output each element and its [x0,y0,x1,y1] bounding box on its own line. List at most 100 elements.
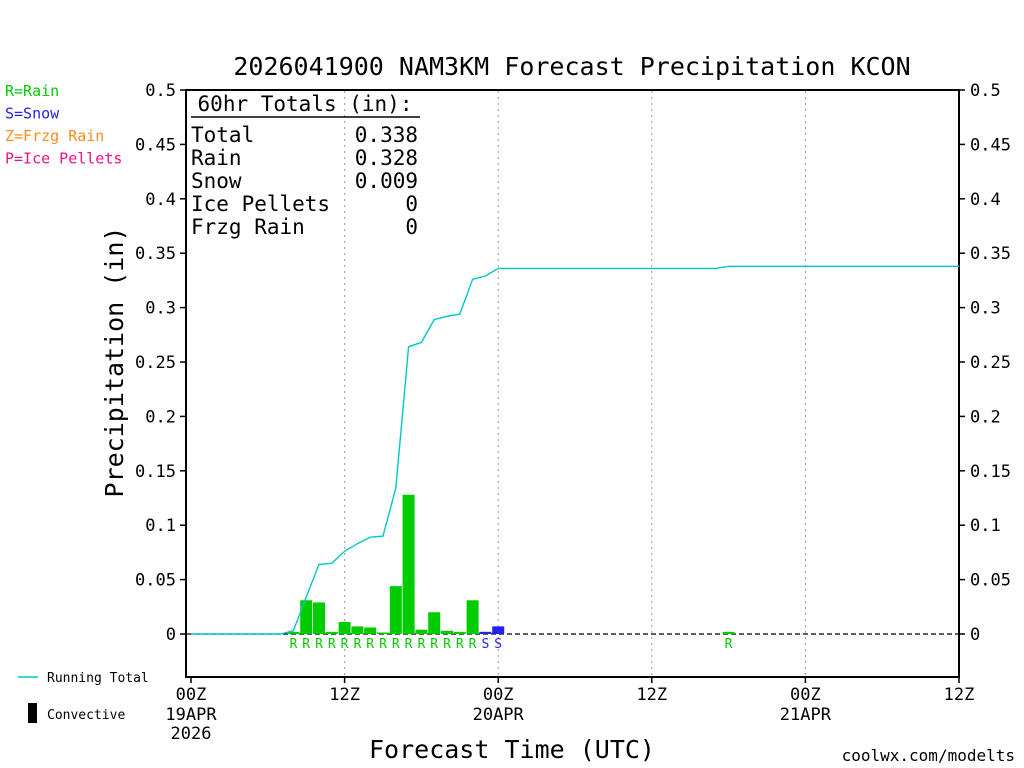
totals-header: 60hr Totals (in): [198,92,413,116]
bar-type-letter: R [289,637,297,652]
bar-type-letter: S [481,637,489,652]
y-tick-label: 0 [166,625,176,645]
precip-bar [389,586,402,634]
precip-bar [492,626,505,634]
bar-type-letter: R [341,637,349,652]
type-legend-item: R=Rain [5,82,59,100]
precip-bar [351,626,364,634]
running-total-legend-label: Running Total [47,671,149,686]
y-tick-label: 0.35 [135,244,176,264]
bar-type-letter: R [315,637,323,652]
precip-bar [300,600,313,634]
y-tick-label: 0.25 [135,353,176,373]
totals-row-label: Frzg Rain [191,215,305,239]
bar-type-letter: R [328,637,336,652]
y-tick-label: 0.15 [135,462,176,482]
y-tick-label: 0.4 [145,190,176,210]
chart-title: 2026041900 NAM3KM Forecast Precipitation… [233,52,910,81]
bar-type-letter: R [366,637,374,652]
y-tick-label-right: 0.25 [970,353,1011,373]
y-tick-label: 0.3 [145,299,176,319]
x-tick-label: 12Z [944,685,975,705]
precip-bar [313,602,325,634]
totals-row-label: Rain [191,146,242,170]
precip-bar [377,632,389,634]
x-tick-label: 12Z [329,685,360,705]
precip-bar [466,600,479,634]
totals-row-value: 0 [405,215,418,239]
bar-type-letter: R [392,637,400,652]
y-axis-left: 0 0.05 0.1 0.15 0.2 0.25 0.3 0.35 0.4 0.45 0.5 [135,81,186,645]
y-tick-label-right: 0.15 [970,462,1011,482]
gridlines [187,91,958,676]
y-axis-title: Precipitation (in) [100,227,129,498]
bar-type-letter: R [379,637,387,652]
type-legend-item: Z=Frzg Rain [5,127,104,145]
precip-bar [338,622,351,634]
bar-type-letter: R [302,637,310,652]
watermark: coolwx.com/modelts [842,746,1015,765]
type-legend-item: S=Snow [5,105,60,123]
running-total-line [191,265,959,635]
y-tick-label-right: 0.05 [970,571,1011,591]
bar-type-letter: R [353,637,361,652]
y-tick-label-right: 0.35 [970,244,1011,264]
y-tick-label-right: 0.45 [970,135,1011,155]
y-tick-label-right: 0.5 [970,81,1001,101]
totals-row-value: 0.338 [355,123,418,147]
y-axis-right: 0 0.05 0.1 0.15 0.2 0.25 0.3 0.35 0.4 0.45 0.5 [959,81,1011,645]
totals-box: 60hr Totals (in): Total 0.338 Rain 0.328 Sno… [191,92,420,239]
precip-bar [722,631,735,634]
bar-type-letter: S [494,637,502,652]
precip-bar [287,631,300,634]
bar-type-letter: R [469,637,477,652]
precip-bar [402,494,415,634]
x-tick-label: 00Z [483,685,514,705]
convective-legend-swatch [28,703,37,723]
precip-bar [415,629,428,634]
x-tick-label: 00Z [176,685,207,705]
precip-bar [479,631,492,634]
bottom-legend: Running Total Convective [18,671,149,723]
y-tick-label-right: 0.2 [970,407,1001,427]
precip-bar [325,631,338,634]
y-tick-label: 0.45 [135,135,176,155]
x-tick-label: 12Z [636,685,667,705]
y-tick-label: 0.05 [135,571,176,591]
precip-bar [428,612,441,634]
bar-type-letter: R [430,637,438,652]
x-tick-year: 2026 [171,724,212,744]
totals-row-label: Snow [191,169,242,193]
x-tick-date: 20APR [473,705,525,725]
hourly-bars [287,494,735,634]
x-tick-date: 21APR [780,705,832,725]
bar-type-letter: R [725,637,733,652]
y-tick-label: 0.2 [145,407,176,427]
x-tick-label: 00Z [790,685,821,705]
totals-row-value: 0.009 [355,169,418,193]
x-tick-date: 19APR [165,705,217,725]
type-legend-item: P=Ice Pellets [5,150,122,168]
bar-type-letter: R [405,637,413,652]
convective-legend-label: Convective [47,708,125,723]
totals-row-label: Ice Pellets [191,192,330,216]
y-tick-label-right: 0.3 [970,299,1001,319]
y-tick-label-right: 0 [970,625,980,645]
totals-row-value: 0 [405,192,418,216]
x-axis-title: Forecast Time (UTC) [369,735,655,764]
y-tick-label-right: 0.4 [970,190,1001,210]
bar-type-letter: R [443,637,451,652]
precip-type-legend: R=Rain S=Snow Z=Frzg Rain P=Ice Pellets [5,82,122,168]
bar-type-letter: R [456,637,464,652]
precip-bar [364,627,377,634]
y-tick-label: 0.5 [145,81,176,101]
bar-type-letter: R [417,637,425,652]
precip-bar [441,630,453,634]
plot-frame [185,89,960,678]
precip-bar [453,631,466,634]
y-tick-label-right: 0.1 [970,516,1001,536]
y-tick-label: 0.1 [145,516,176,536]
